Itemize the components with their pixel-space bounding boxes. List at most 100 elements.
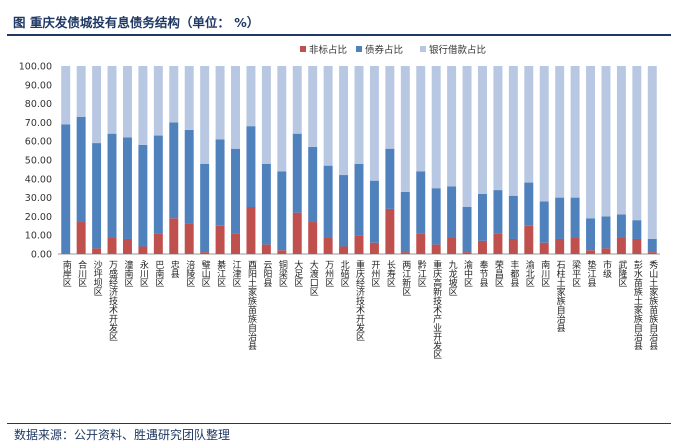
bar-segment	[586, 218, 596, 251]
x-tick-label: 石柱土家族自治县	[555, 260, 566, 333]
y-tick-label: 60.00	[25, 137, 52, 148]
bar-segment	[354, 66, 364, 164]
x-tick-label: 忠县	[169, 260, 180, 279]
bar-segment	[369, 66, 379, 181]
bar-segment	[138, 66, 148, 145]
bar-segment	[184, 223, 194, 254]
x-tick-label: 市级	[601, 259, 612, 279]
bar-segment	[277, 250, 287, 254]
bar-segment	[354, 235, 364, 254]
y-tick-label: 50.00	[25, 156, 52, 167]
bar-segment	[385, 148, 395, 209]
bar-segment	[632, 238, 642, 254]
x-tick-label: 九龙坡区	[447, 260, 458, 296]
bar-segment	[231, 66, 240, 149]
bar-segment	[200, 163, 210, 253]
bar-segment	[478, 193, 487, 241]
bar-segment	[215, 225, 225, 254]
bar-segment	[478, 240, 487, 254]
bar-segment	[493, 233, 503, 254]
y-tick-label: 30.00	[25, 193, 52, 204]
x-tick-label: 荣昌区	[493, 259, 504, 287]
bar-segment	[616, 214, 626, 238]
bar-segment	[539, 242, 549, 254]
bar-segment	[385, 66, 395, 149]
bar-segment	[92, 143, 102, 249]
bar-segment	[339, 66, 349, 176]
bar-segment	[601, 66, 611, 217]
bar-segment	[447, 66, 457, 187]
bar-segment	[462, 252, 472, 254]
y-tick-label: 70.00	[25, 118, 52, 129]
bar-segment	[647, 252, 657, 254]
x-tick-label: 南川区	[539, 259, 550, 287]
bar-segment	[508, 238, 518, 254]
bar-segment	[400, 252, 410, 254]
legend-swatch	[300, 46, 306, 52]
bar-segment	[354, 163, 364, 236]
y-tick-label: 40.00	[25, 174, 52, 185]
bar-segment	[246, 126, 256, 207]
x-tick-label: 大渡口区	[308, 259, 319, 296]
bar-segment	[416, 171, 426, 234]
bar-segment	[555, 66, 565, 198]
x-tick-label: 铜梁区	[277, 259, 288, 287]
bar-segment	[632, 66, 642, 221]
bar-segment	[369, 242, 379, 254]
title-rule	[7, 34, 671, 36]
x-tick-label: 北碚区	[339, 260, 350, 287]
bar-segment	[647, 238, 657, 253]
bar-segment	[169, 122, 179, 219]
bar-segment	[524, 225, 534, 254]
bar-segment	[261, 244, 271, 254]
data-source: 数据来源：公开资料、胜遇研究团队整理	[14, 428, 231, 442]
x-tick-label: 黔江区	[416, 259, 427, 287]
bar-segment	[261, 163, 271, 245]
bar-segment	[153, 233, 163, 254]
y-tick-label: 100.00	[19, 62, 52, 73]
bar-segment	[323, 237, 333, 254]
legend-label: 债券占比	[365, 44, 403, 56]
bar-segment	[61, 124, 71, 254]
x-tick-label: 巴南区	[153, 260, 164, 287]
bar-segment	[570, 237, 580, 254]
bar-segment	[231, 233, 240, 254]
bar-segment	[200, 252, 210, 254]
bar-segment	[184, 129, 194, 224]
bar-segment	[508, 66, 518, 196]
y-tick-label: 80.00	[25, 99, 52, 110]
bar-segment	[462, 66, 472, 207]
bar-segment	[153, 135, 163, 234]
x-tick-label: 重庆高新技术产业开发区	[431, 259, 442, 359]
bar-segment	[169, 66, 179, 123]
bar-segment	[447, 186, 457, 238]
bar-segment	[508, 195, 518, 239]
bar-segment	[107, 66, 117, 134]
y-tick-label: 20.00	[25, 212, 52, 223]
chart-title: 图 重庆发债城投有息债务结构（单位： %）	[13, 15, 260, 30]
bar-segment	[524, 66, 534, 183]
x-tick-label: 万盛经济技术开发区	[107, 260, 118, 341]
bar-segment	[277, 66, 287, 172]
x-tick-label: 武隆区	[616, 259, 627, 287]
x-tick-label: 南岸区	[61, 259, 72, 287]
bar-segment	[555, 238, 565, 254]
bar-segment	[308, 146, 318, 223]
bar-segment	[138, 144, 148, 247]
bar-segment	[153, 66, 163, 136]
bar-segment	[261, 66, 271, 164]
x-tick-label: 渝中区	[462, 259, 473, 287]
bar-segment	[215, 139, 225, 226]
legend-swatch	[420, 46, 426, 52]
bar-segment	[122, 238, 132, 254]
bar-segment	[138, 246, 148, 254]
bar-segment	[431, 188, 441, 245]
bar-segment	[462, 207, 472, 253]
bar-segment	[416, 233, 426, 254]
bar-segment	[308, 222, 318, 254]
bar-segment	[447, 237, 457, 254]
bar-segment	[616, 66, 626, 215]
bar-segment	[246, 66, 256, 127]
stacked-bar-chart: 0.00 10.00 20.00 30.00 40.00 50.00 60.00 70.00 8…	[19, 44, 660, 359]
x-tick-label: 潼南区	[122, 259, 133, 287]
